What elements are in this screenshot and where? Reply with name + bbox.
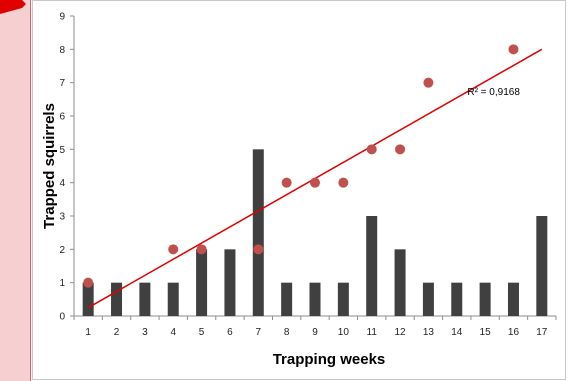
y-tick-label: 7: [59, 78, 65, 89]
bar: [536, 216, 548, 316]
bar: [224, 249, 236, 316]
y-tick-label: 5: [59, 145, 65, 156]
x-tick-label: 17: [536, 327, 548, 338]
x-tick-label: 3: [142, 327, 148, 338]
x-tick-label: 4: [170, 327, 176, 338]
y-tick-label: 1: [59, 278, 65, 289]
scatter-point: [83, 277, 94, 288]
y-axis-title: Trapped squirrels: [41, 103, 58, 229]
x-tick-label: 12: [394, 327, 406, 338]
x-tick-label: 10: [338, 327, 350, 338]
y-tick-label: 3: [59, 212, 65, 223]
bar: [196, 249, 208, 316]
chart-frame: 0 1 2 3 4 5 6 7 8 9 1 2 3 4 5 6 7 8 9 10 11 12 13 14 15 16 17 R² = …: [32, 0, 566, 380]
y-tick-label: 8: [59, 45, 65, 56]
x-tick-label: 14: [451, 327, 463, 338]
bar: [337, 282, 349, 316]
bar: [394, 249, 406, 316]
scatter-point: [168, 244, 179, 255]
x-axis-title: Trapping weeks: [273, 351, 386, 368]
y-tick-label: 9: [59, 12, 65, 23]
scatter-point: [366, 144, 377, 155]
x-tick-label: 1: [85, 327, 91, 338]
corner-arrow-icon: [0, 0, 26, 14]
bar: [422, 282, 434, 316]
side-strip: [0, 0, 31, 381]
bar: [111, 282, 123, 316]
bar: [167, 282, 179, 316]
scatter-point: [253, 244, 264, 255]
y-tick-label: 2: [59, 245, 65, 256]
scatter-point: [395, 144, 406, 155]
x-tick-label: 15: [480, 327, 492, 338]
scatter-point: [310, 177, 320, 188]
bar: [82, 282, 94, 316]
r-squared-label: R² = 0,9168: [467, 87, 520, 98]
bar: [252, 149, 264, 316]
scatter-point: [508, 44, 519, 55]
x-tick-label: 13: [423, 327, 435, 338]
y-tick-label: 0: [59, 312, 65, 323]
scatter-point: [338, 177, 349, 188]
y-tick-label: 6: [59, 112, 65, 123]
x-tick-label: 9: [312, 327, 318, 338]
x-tick-label: 6: [227, 327, 233, 338]
bar: [309, 282, 321, 316]
bar: [451, 282, 463, 316]
x-tick-label: 8: [284, 327, 290, 338]
bar: [507, 282, 519, 316]
x-tick-label: 2: [114, 327, 120, 338]
bar: [479, 282, 491, 316]
x-tick-label: 16: [508, 327, 520, 338]
bar: [139, 282, 151, 316]
x-tick-label: 7: [256, 327, 262, 338]
scatter-point: [423, 77, 434, 88]
x-tick-label: 11: [367, 327, 378, 338]
scatter-point: [196, 244, 207, 255]
scatter-point: [281, 177, 292, 188]
bar: [366, 216, 378, 316]
x-tick-label: 5: [199, 327, 205, 338]
y-tick-label: 4: [59, 178, 65, 189]
bar: [281, 282, 293, 316]
